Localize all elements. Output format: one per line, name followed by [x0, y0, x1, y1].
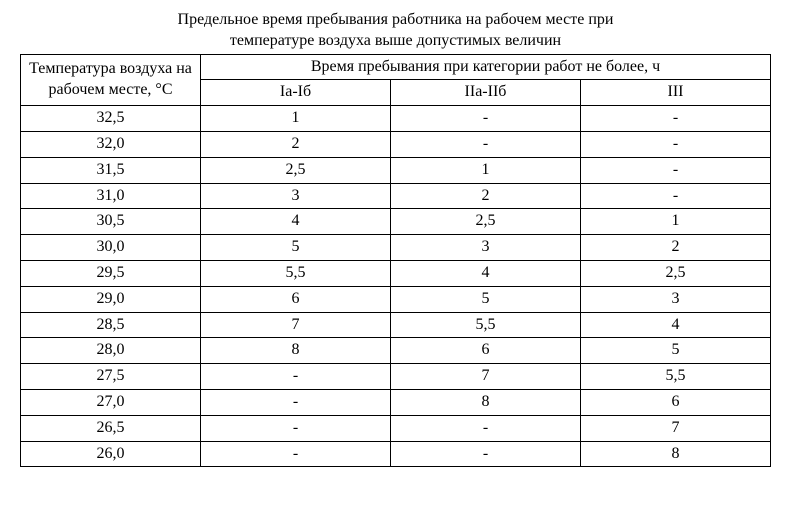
header-category-group: Время пребывания при категории работ не … [201, 54, 771, 80]
table-row: 28,575,54 [21, 312, 771, 338]
cell-cat-1: 6 [201, 286, 391, 312]
title-line-2: температуре воздуха выше допустимых вели… [230, 32, 561, 49]
cell-cat-3: - [580, 183, 770, 209]
cell-temperature: 32,5 [21, 106, 201, 132]
cell-cat-1: 4 [201, 209, 391, 235]
table-row: 27,0-86 [21, 389, 771, 415]
cell-cat-3: 5 [580, 338, 770, 364]
cell-temperature: 30,0 [21, 235, 201, 261]
cell-cat-2: 5,5 [391, 312, 581, 338]
cell-cat-2: 2,5 [391, 209, 581, 235]
cell-cat-3: 3 [580, 286, 770, 312]
table-header-row-1: Температура воздуха на рабочем месте, °С… [21, 54, 771, 80]
cell-cat-1: - [201, 389, 391, 415]
cell-temperature: 27,0 [21, 389, 201, 415]
cell-cat-3: 1 [580, 209, 770, 235]
cell-cat-3: - [580, 106, 770, 132]
cell-cat-1: 8 [201, 338, 391, 364]
table-row: 29,0653 [21, 286, 771, 312]
cell-temperature: 26,5 [21, 415, 201, 441]
cell-temperature: 29,5 [21, 260, 201, 286]
cell-cat-2: 3 [391, 235, 581, 261]
cell-temperature: 30,5 [21, 209, 201, 235]
cell-cat-3: 2 [580, 235, 770, 261]
cell-temperature: 31,0 [21, 183, 201, 209]
cell-temperature: 29,0 [21, 286, 201, 312]
cell-cat-1: - [201, 415, 391, 441]
cell-cat-2: 2 [391, 183, 581, 209]
cell-temperature: 28,0 [21, 338, 201, 364]
cell-cat-1: 5 [201, 235, 391, 261]
cell-cat-2: 7 [391, 364, 581, 390]
header-temperature: Температура воздуха на рабочем месте, °С [21, 54, 201, 106]
cell-temperature: 32,0 [21, 131, 201, 157]
title-line-1: Предельное время пребывания работника на… [178, 11, 614, 28]
cell-cat-3: 4 [580, 312, 770, 338]
table-body: 32,51--32,02--31,52,51-31,032-30,542,513… [21, 106, 771, 467]
cell-cat-1: 1 [201, 106, 391, 132]
cell-temperature: 27,5 [21, 364, 201, 390]
cell-temperature: 26,0 [21, 441, 201, 467]
cell-cat-2: - [391, 441, 581, 467]
cell-cat-1: 2 [201, 131, 391, 157]
cell-cat-1: 7 [201, 312, 391, 338]
cell-cat-1: - [201, 364, 391, 390]
cell-cat-2: - [391, 106, 581, 132]
cell-cat-2: 4 [391, 260, 581, 286]
table-row: 31,52,51- [21, 157, 771, 183]
cell-cat-2: 5 [391, 286, 581, 312]
cell-cat-3: - [580, 157, 770, 183]
cell-cat-2: - [391, 131, 581, 157]
table-row: 30,0532 [21, 235, 771, 261]
table-row: 28,0865 [21, 338, 771, 364]
header-cat-3: III [580, 80, 770, 106]
cell-temperature: 28,5 [21, 312, 201, 338]
table-row: 32,02-- [21, 131, 771, 157]
table-row: 27,5-75,5 [21, 364, 771, 390]
table-row: 26,0--8 [21, 441, 771, 467]
table-row: 30,542,51 [21, 209, 771, 235]
cell-cat-1: - [201, 441, 391, 467]
header-cat-2: IIа-IIб [391, 80, 581, 106]
cell-cat-3: - [580, 131, 770, 157]
cell-cat-3: 8 [580, 441, 770, 467]
cell-cat-2: - [391, 415, 581, 441]
cell-cat-2: 1 [391, 157, 581, 183]
table-title: Предельное время пребывания работника на… [46, 10, 746, 52]
limit-time-table: Температура воздуха на рабочем месте, °С… [20, 54, 771, 468]
cell-cat-2: 6 [391, 338, 581, 364]
cell-temperature: 31,5 [21, 157, 201, 183]
cell-cat-1: 2,5 [201, 157, 391, 183]
cell-cat-1: 5,5 [201, 260, 391, 286]
cell-cat-2: 8 [391, 389, 581, 415]
table-row: 26,5--7 [21, 415, 771, 441]
cell-cat-3: 5,5 [580, 364, 770, 390]
table-row: 31,032- [21, 183, 771, 209]
header-cat-1: Iа-Iб [201, 80, 391, 106]
cell-cat-3: 7 [580, 415, 770, 441]
cell-cat-1: 3 [201, 183, 391, 209]
table-row: 32,51-- [21, 106, 771, 132]
cell-cat-3: 6 [580, 389, 770, 415]
table-row: 29,55,542,5 [21, 260, 771, 286]
cell-cat-3: 2,5 [580, 260, 770, 286]
